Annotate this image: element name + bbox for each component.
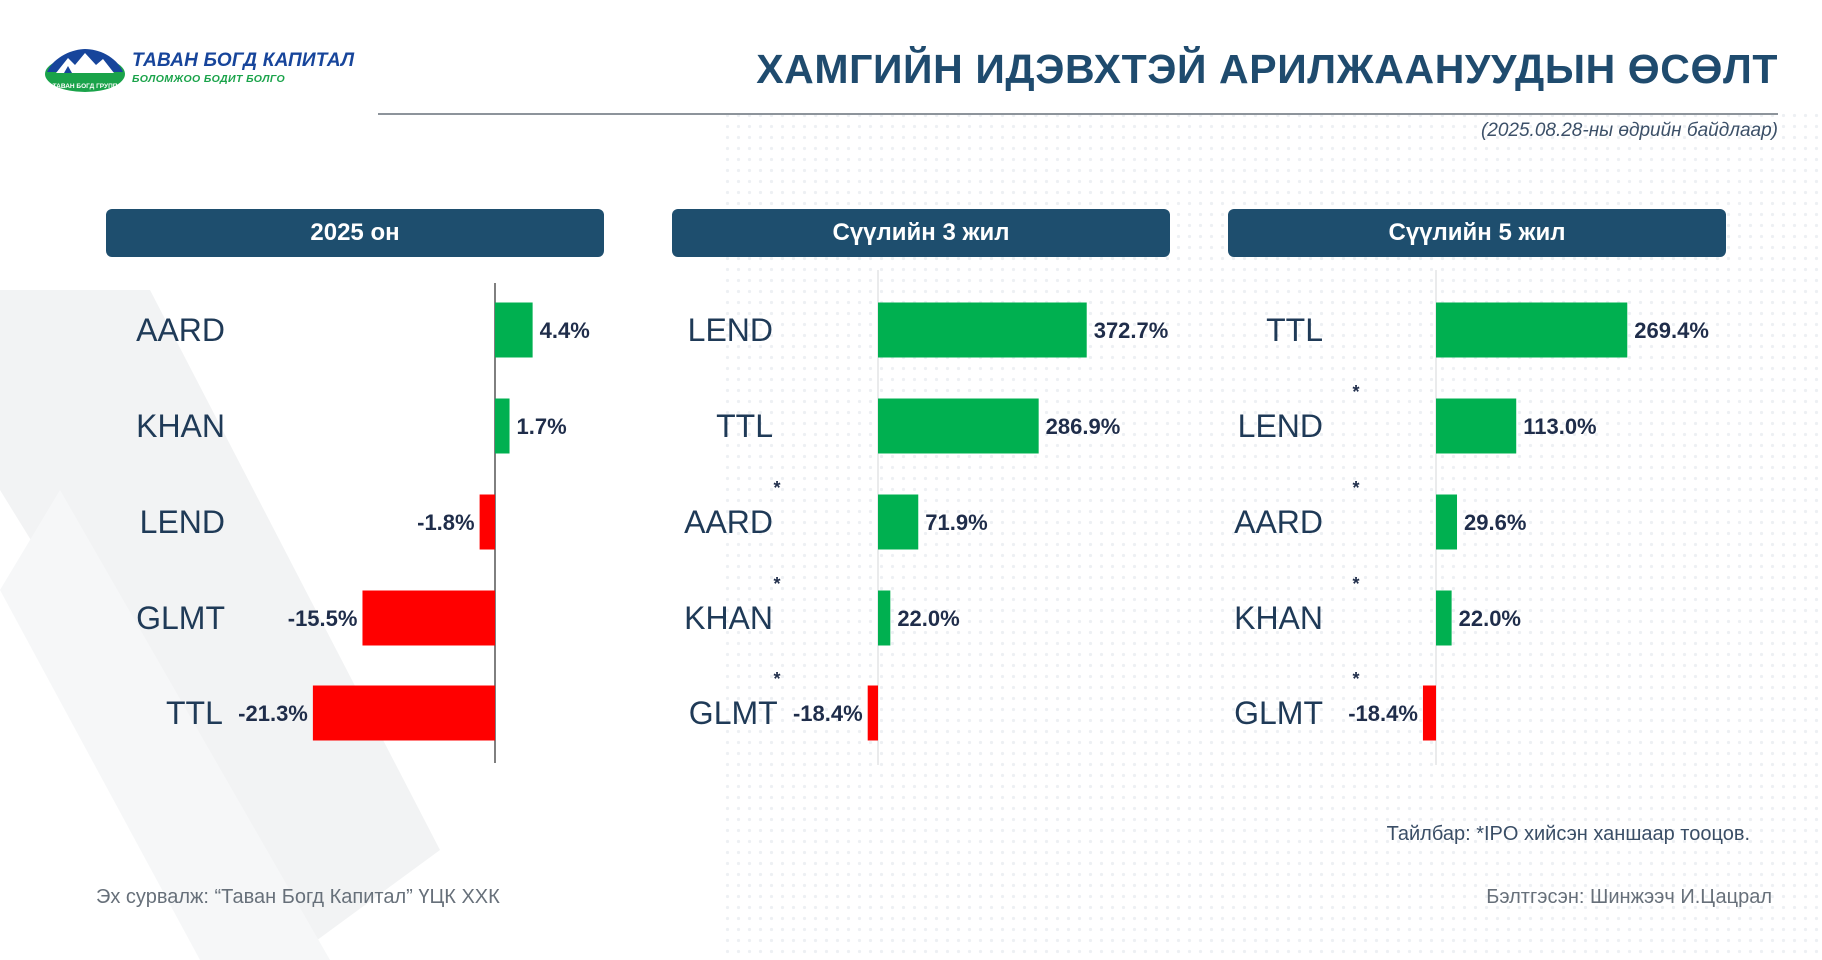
company-logo: ТАВАН БОГД ГРУПП ТАВАН БОГД КАПИТАЛ БОЛО…	[44, 46, 354, 94]
value-label-ttl: -21.3%	[238, 701, 308, 726]
chart-panel-3: 269.4% TTL 113.0% LEND * 29.6% AARD * 22.0% KHAN *…	[1234, 270, 1709, 765]
ipo-marker: *	[1352, 669, 1359, 689]
value-label-glmt: -18.4%	[793, 701, 863, 726]
logo-name: ТАВАН БОГД КАПИТАЛ	[132, 50, 355, 71]
source-note: Эх сурвалж: “Таван Богд Капитал” ҮЦК ХХК	[96, 886, 500, 908]
title-divider	[378, 113, 1778, 115]
category-label-glmt: GLMT	[1234, 695, 1323, 731]
prepared-by: Бэлтгэсэн: Шинжээч И.Цацрал	[1486, 886, 1772, 908]
value-label-khan: 22.0%	[897, 606, 959, 631]
bar-glmt	[867, 685, 878, 741]
bar-glmt	[362, 590, 495, 646]
bar-ttl	[312, 685, 495, 741]
category-label-lend: LEND	[1238, 408, 1323, 444]
bar-lend	[479, 494, 495, 550]
ipo-marker: *	[773, 669, 780, 689]
value-label-ttl: 269.4%	[1634, 318, 1709, 343]
panel-header-5-year: Сүүлийн 5 жил	[1228, 209, 1726, 257]
category-label-ttl: TTL	[166, 695, 223, 731]
value-label-lend: 372.7%	[1094, 318, 1169, 343]
value-label-khan: 22.0%	[1459, 606, 1521, 631]
category-label-lend: LEND	[140, 504, 225, 540]
page-title: ХАМГИЙН ИДЭВХТЭЙ АРИЛЖААНУУДЫН ӨСӨЛТ	[756, 46, 1778, 92]
value-label-lend: -1.8%	[417, 510, 474, 535]
panel-header-3-year: Сүүлийн 3 жил	[672, 209, 1170, 257]
ipo-marker: *	[1352, 382, 1359, 402]
chart-panel-1: 4.4% AARD 1.7% KHAN -1.8% LEND -15.5% GLMT -21.3…	[136, 283, 590, 763]
bar-ttl	[1436, 302, 1628, 358]
category-label-ttl: TTL	[1266, 312, 1323, 348]
category-label-glmt: GLMT	[689, 695, 778, 731]
ipo-marker: *	[773, 574, 780, 594]
category-label-aard: AARD	[684, 504, 773, 540]
chevron-background-shape	[0, 290, 440, 960]
bar-aard	[878, 494, 919, 550]
category-label-glmt: GLMT	[136, 600, 225, 636]
value-label-aard: 4.4%	[540, 318, 590, 343]
panel-header-2025: 2025 он	[106, 209, 604, 257]
category-label-ttl: TTL	[716, 408, 773, 444]
value-label-lend: 113.0%	[1523, 414, 1596, 439]
footnote: Тайлбар: *IPO хийсэн ханшаар тооцов.	[1386, 823, 1750, 845]
bar-lend	[1436, 398, 1517, 454]
category-label-khan: KHAN	[136, 408, 225, 444]
bar-glmt	[1422, 685, 1436, 741]
date-note: (2025.08.28-ны өдрийн байдлаар)	[1480, 120, 1778, 141]
chart-panel-2: 372.7%LEND286.9%TTL71.9%AARD*22.0%KHAN*-…	[684, 270, 1168, 765]
logo-tagline: БОЛОМЖОО БОДИТ БОЛГО	[132, 73, 286, 85]
bar-ttl	[878, 398, 1039, 454]
category-label-lend: LEND	[688, 312, 773, 348]
value-label-aard: 29.6%	[1464, 510, 1526, 535]
category-label-aard: AARD	[136, 312, 225, 348]
category-label-khan: KHAN	[1234, 600, 1323, 636]
bar-khan	[495, 398, 510, 454]
bar-aard	[495, 302, 533, 358]
mountain-logo-icon: ТАВАН БОГД ГРУПП	[45, 49, 125, 92]
category-label-aard: AARD	[1234, 504, 1323, 540]
bar-khan	[1436, 590, 1452, 646]
ipo-marker: *	[773, 478, 780, 498]
ipo-marker: *	[1352, 478, 1359, 498]
bar-khan	[878, 590, 891, 646]
ipo-marker: *	[1352, 574, 1359, 594]
value-label-ttl: 286.9%	[1046, 414, 1121, 439]
bar-lend	[878, 302, 1087, 358]
value-label-khan: 1.7%	[517, 414, 567, 439]
bar-aard	[1436, 494, 1458, 550]
value-label-aard: 71.9%	[925, 510, 987, 535]
value-label-glmt: -15.5%	[288, 606, 358, 631]
category-label-khan: KHAN	[684, 600, 773, 636]
logo-badge-text: ТАВАН БОГД ГРУПП	[53, 83, 118, 90]
value-label-glmt: -18.4%	[1348, 701, 1418, 726]
